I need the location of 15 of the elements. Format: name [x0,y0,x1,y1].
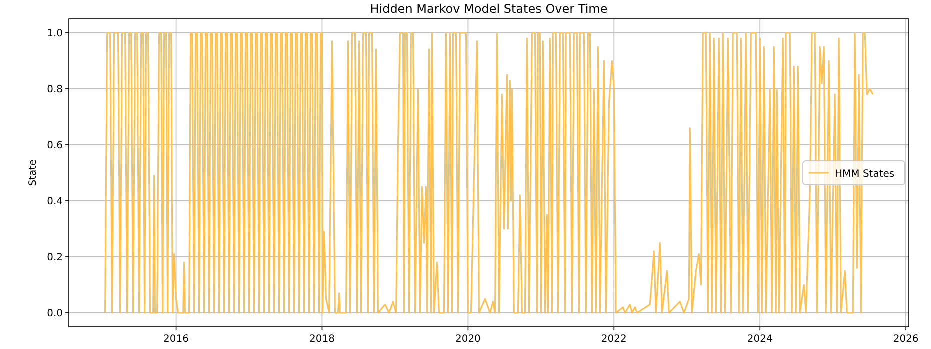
y-tick-label: 0.6 [47,140,63,152]
y-axis-title: State [28,160,39,186]
y-tick-label: 0.8 [47,84,63,96]
y-tick-label: 1.0 [47,28,63,40]
chart-title: Hidden Markov Model States Over Time [370,2,608,16]
x-tick-label: 2026 [893,334,919,345]
y-tick-label: 0.2 [47,252,63,264]
x-tick-label: 2016 [164,334,190,345]
x-tick-label: 2020 [455,334,481,345]
x-tick-label: 2018 [310,334,335,345]
x-tick-label: 2024 [747,334,773,345]
legend-label: HMM States [835,169,895,180]
x-tick-label: 2022 [601,334,627,345]
y-tick-label: 0.4 [47,196,63,208]
y-tick-label: 0.0 [47,308,63,320]
